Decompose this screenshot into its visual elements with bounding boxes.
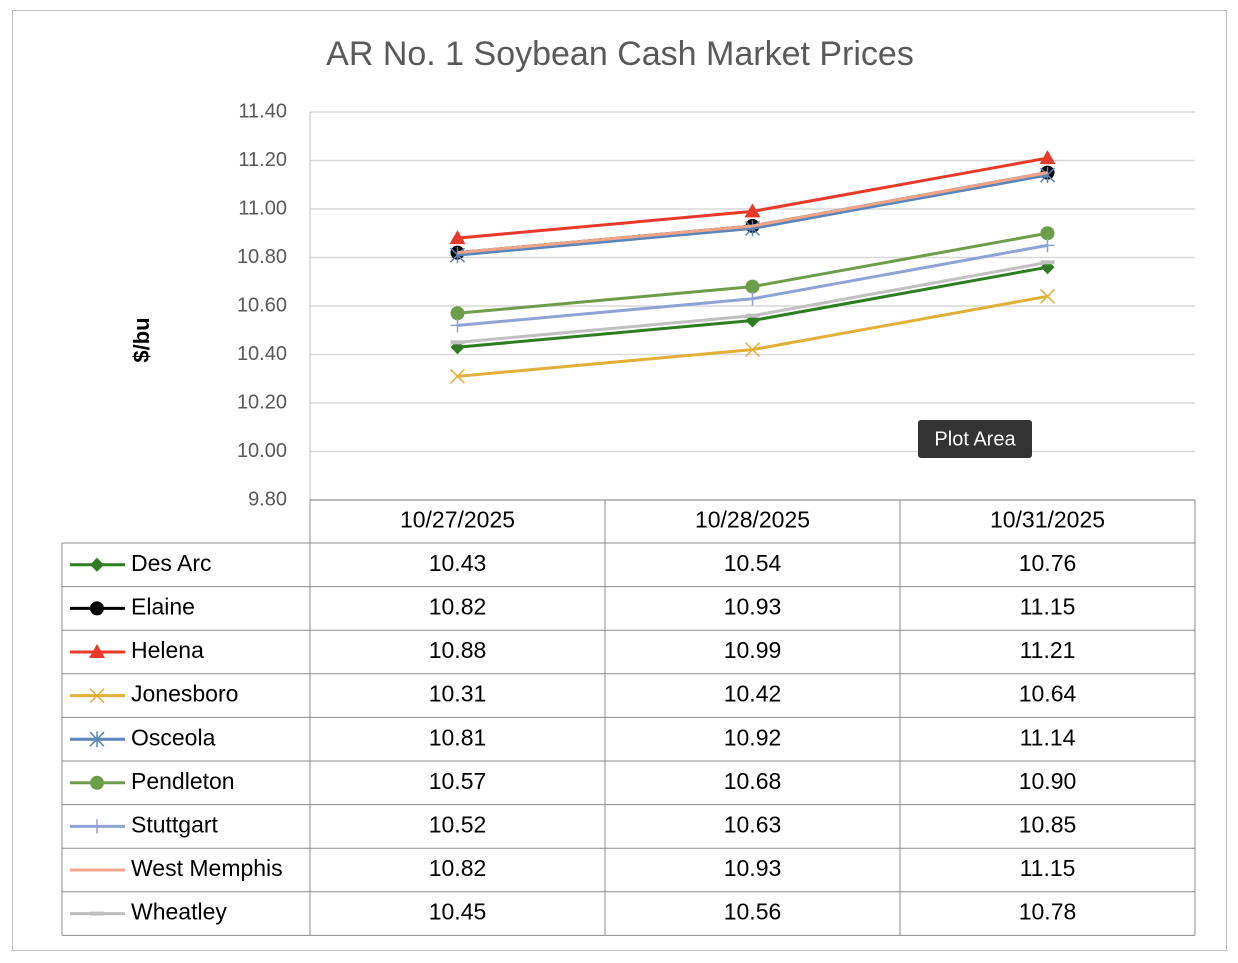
table-value: 10.54 bbox=[724, 550, 782, 576]
y-tick-label: 11.40 bbox=[238, 100, 287, 122]
plot-lines bbox=[449, 150, 1056, 384]
y-tick-label: 10.60 bbox=[237, 294, 287, 316]
table-value: 11.15 bbox=[1020, 593, 1076, 619]
legend-label: Elaine bbox=[131, 593, 195, 619]
table-value: 10.56 bbox=[724, 899, 782, 925]
point bbox=[745, 279, 760, 294]
table-value: 11.15 bbox=[1020, 855, 1076, 881]
tooltip-box bbox=[918, 420, 1032, 458]
tooltip-text: Plot Area bbox=[934, 428, 1016, 450]
table-value: 11.21 bbox=[1020, 637, 1076, 663]
point bbox=[450, 318, 465, 333]
legend-label: Wheatley bbox=[131, 899, 227, 925]
point bbox=[450, 306, 465, 321]
tooltip: Plot Area bbox=[918, 420, 1032, 458]
table-value: 11.14 bbox=[1020, 724, 1076, 750]
legend-label: Stuttgart bbox=[131, 811, 219, 837]
table-value: 10.93 bbox=[724, 593, 782, 619]
legend-label: West Memphis bbox=[131, 855, 283, 881]
legend-marker bbox=[90, 601, 104, 616]
table-value: 10.82 bbox=[429, 593, 487, 619]
y-tick-label: 10.00 bbox=[237, 440, 287, 462]
table-value: 10.43 bbox=[429, 550, 487, 576]
point bbox=[744, 203, 761, 218]
point bbox=[744, 342, 761, 358]
grid: 9.80 10.00 10.20 10.40 10.60 10.80 11.00 11.20 1… bbox=[237, 100, 1195, 510]
point bbox=[1040, 226, 1055, 241]
y-tick-label: 11.00 bbox=[238, 197, 287, 219]
column-header: 10/31/2025 bbox=[990, 507, 1105, 533]
table-value: 10.68 bbox=[724, 768, 782, 794]
point bbox=[449, 247, 466, 264]
legend-label: Jonesboro bbox=[131, 681, 238, 707]
series-line bbox=[457, 171, 1048, 255]
table-value: 10.82 bbox=[429, 855, 487, 881]
y-tick-label: 10.20 bbox=[237, 391, 287, 413]
column-header: 10/27/2025 bbox=[400, 507, 515, 533]
y-tick-label: 10.40 bbox=[237, 343, 287, 365]
y-axis-label: $/bu bbox=[129, 317, 154, 362]
point bbox=[745, 291, 760, 306]
point bbox=[449, 368, 466, 384]
table-value: 10.88 bbox=[429, 637, 487, 663]
legend-marker bbox=[90, 557, 104, 572]
table-value: 10.92 bbox=[724, 724, 782, 750]
point bbox=[1039, 167, 1056, 184]
column-header: 10/28/2025 bbox=[695, 507, 810, 533]
y-tick-label: 9.80 bbox=[248, 488, 287, 510]
y-tick-label: 10.80 bbox=[237, 246, 287, 268]
chart-title: AR No. 1 Soybean Cash Market Prices bbox=[326, 35, 914, 73]
legend-marker bbox=[89, 644, 105, 658]
point bbox=[1040, 238, 1055, 253]
table-value: 10.85 bbox=[1019, 811, 1077, 837]
table-value: 10.63 bbox=[724, 811, 782, 837]
chart-border bbox=[12, 10, 1227, 951]
legend-marker bbox=[89, 688, 105, 704]
table-value: 10.52 bbox=[429, 811, 487, 837]
table-value: 10.81 bbox=[429, 724, 487, 750]
table-value: 10.99 bbox=[724, 637, 782, 663]
legend-label: Helena bbox=[131, 637, 204, 663]
legend-label: Osceola bbox=[131, 724, 216, 750]
legend-marker bbox=[90, 775, 104, 790]
table-value: 10.93 bbox=[724, 855, 782, 881]
point bbox=[449, 230, 466, 245]
point bbox=[1039, 288, 1056, 304]
y-tick-label: 11.20 bbox=[238, 149, 287, 171]
legend-marker bbox=[89, 731, 105, 748]
legend-label: Pendleton bbox=[131, 768, 235, 794]
legend-label: Des Arc bbox=[131, 550, 212, 576]
table-value: 10.64 bbox=[1019, 681, 1077, 707]
point bbox=[1039, 150, 1056, 165]
table-value: 10.45 bbox=[429, 899, 487, 925]
table-value: 10.76 bbox=[1019, 550, 1077, 576]
data-table: 10/27/2025 10/28/2025 10/31/2025 Des Arc 10.… bbox=[61, 499, 1196, 936]
table-value: 10.90 bbox=[1019, 768, 1077, 794]
legend-marker bbox=[90, 819, 104, 834]
table-value: 10.42 bbox=[724, 681, 782, 707]
table-value: 10.31 bbox=[429, 681, 487, 707]
table-value: 10.57 bbox=[429, 768, 487, 794]
table-value: 10.78 bbox=[1019, 899, 1077, 925]
